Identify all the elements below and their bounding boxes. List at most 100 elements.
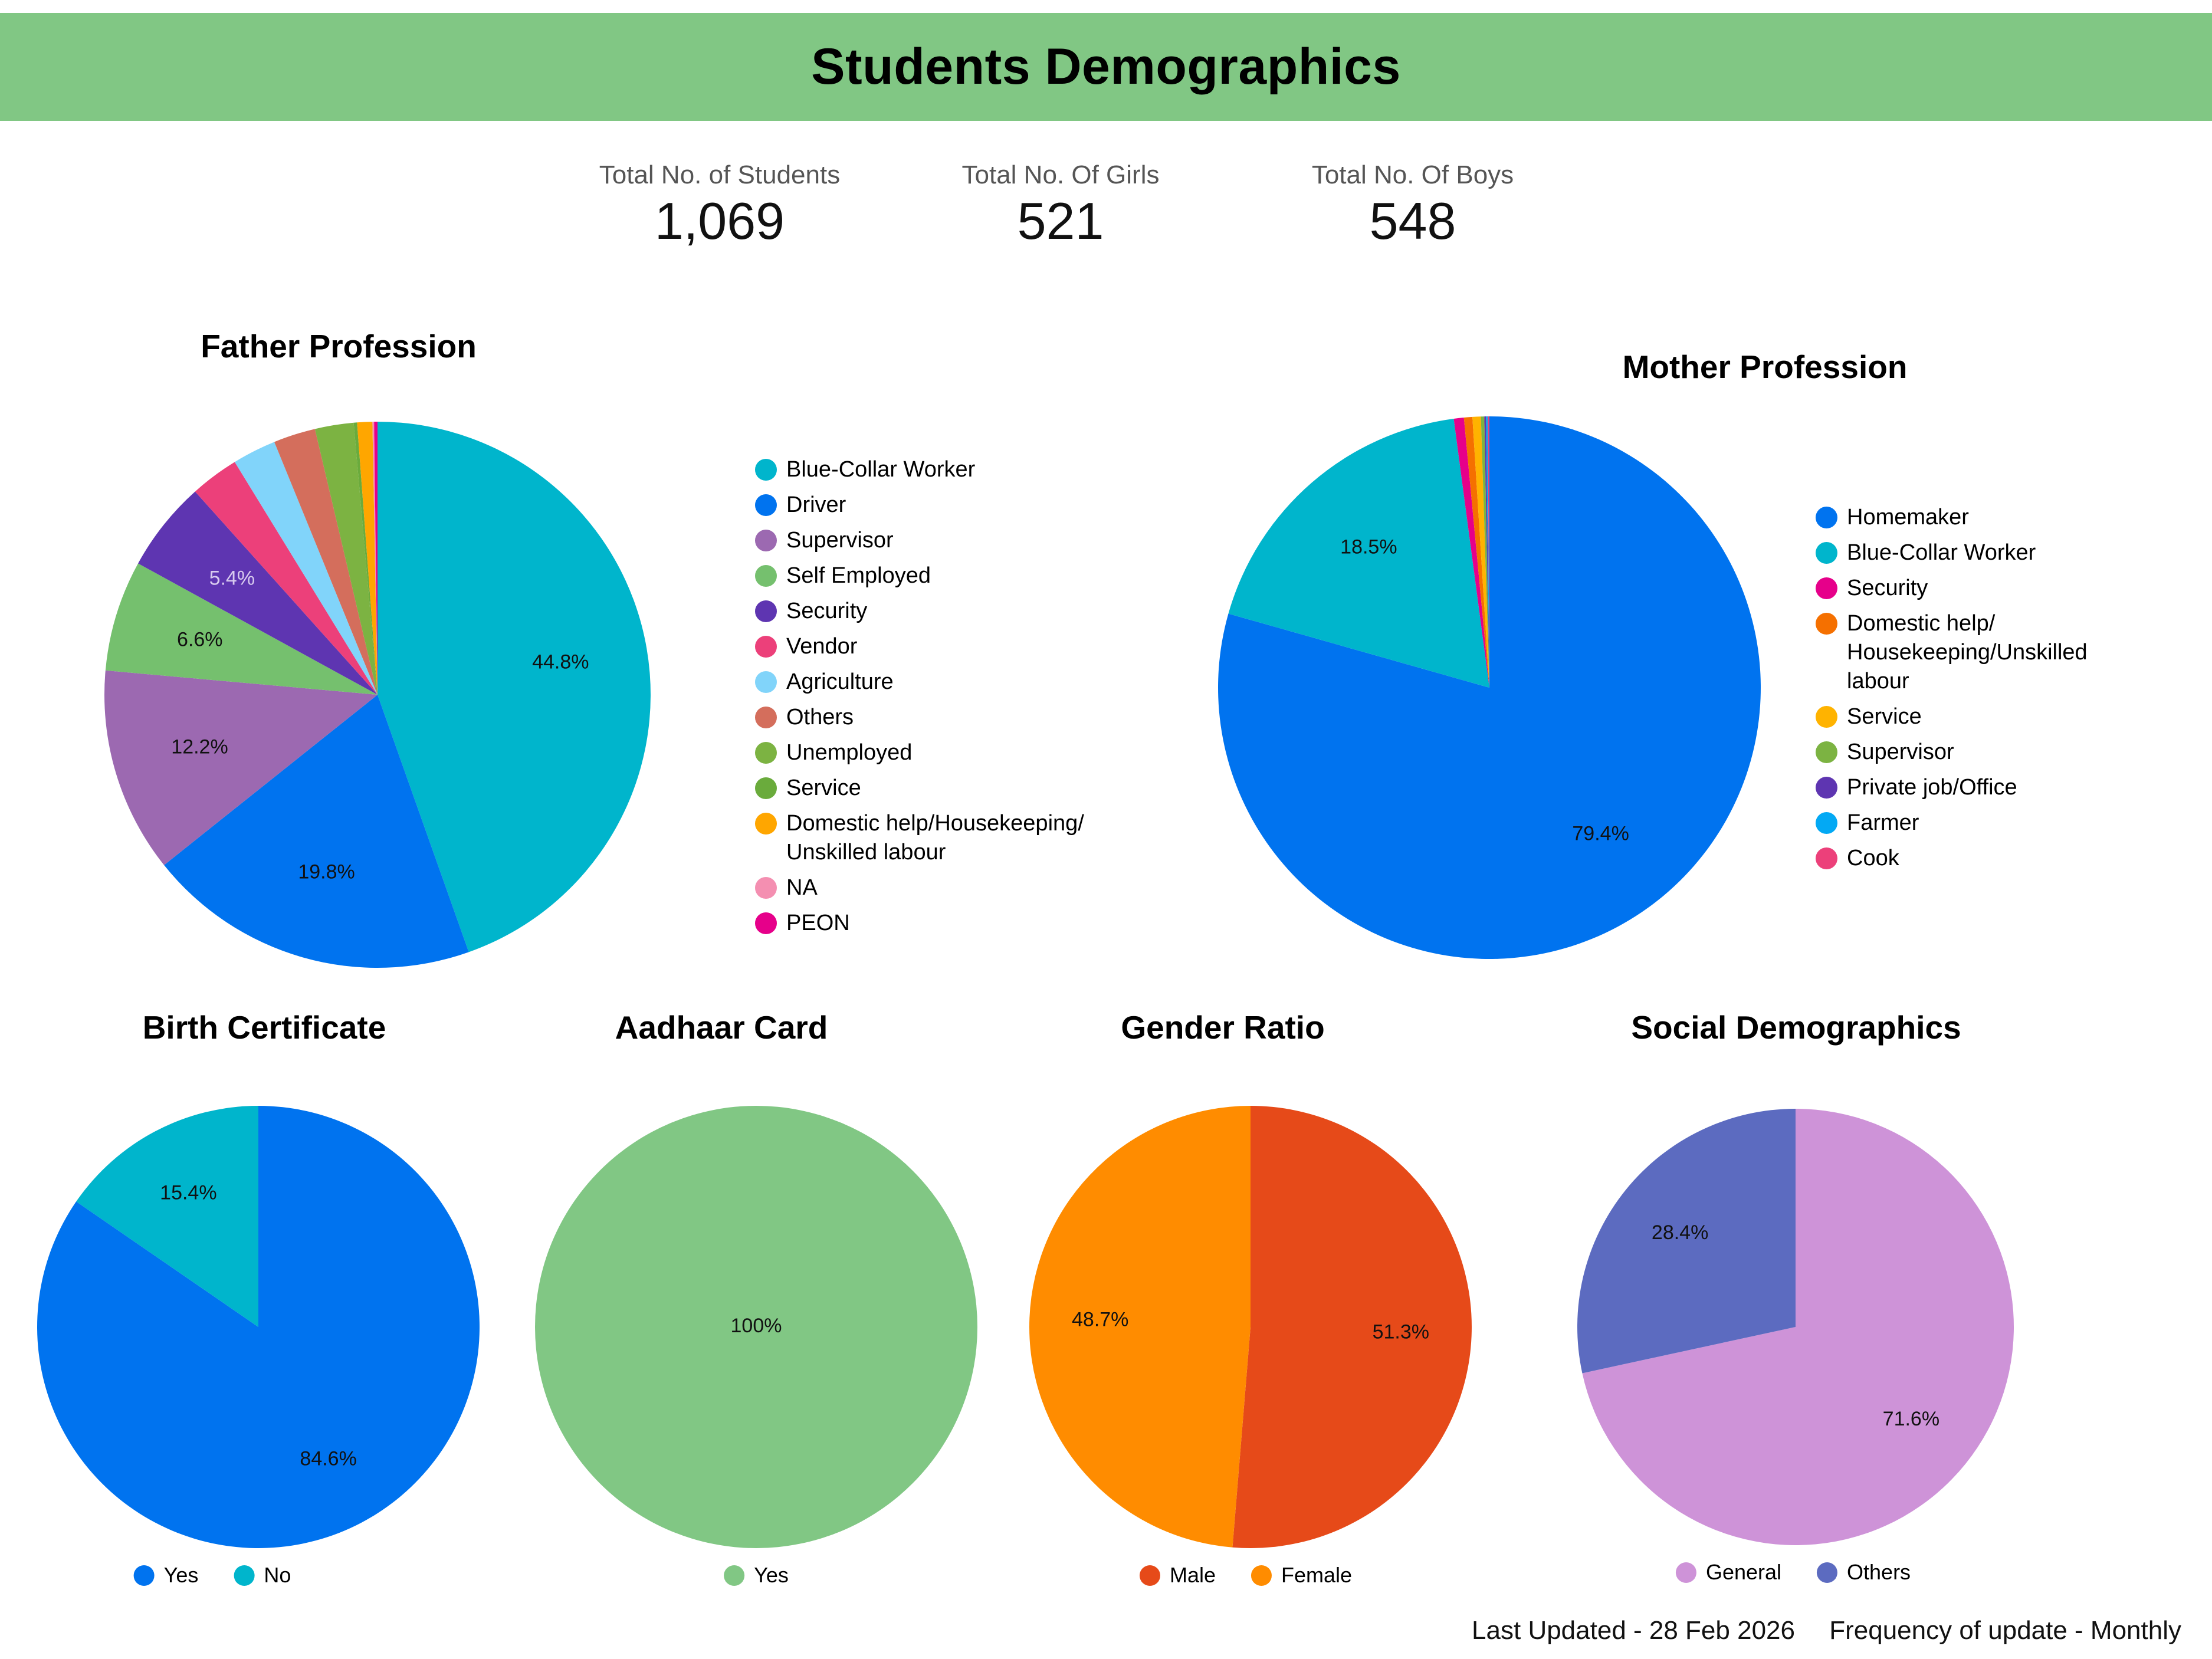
footer: Last Updated - 28 Feb 2026 Frequency of … xyxy=(1472,1616,2181,1645)
pie-slice-private-job-office[interactable] xyxy=(1484,416,1489,688)
header-banner: Students Demographics xyxy=(0,13,2212,121)
legend-item-domestic-help-housekeeping-unskilled-labour[interactable]: Domestic help/Housekeeping/ Unskilled la… xyxy=(755,809,1133,867)
legend-swatch xyxy=(1139,1565,1160,1586)
legend-item-self-employed[interactable]: Self Employed xyxy=(755,561,1133,590)
legend-swatch xyxy=(755,777,777,799)
birth-certificate-legend: Yes No xyxy=(116,1563,309,1588)
legend-item-security[interactable]: Security xyxy=(1816,574,2122,603)
legend-item-peon[interactable]: PEON xyxy=(755,909,1133,938)
kpi-total-students: Total No. of Students 1,069 xyxy=(543,160,897,251)
pie-slice-others[interactable] xyxy=(274,429,378,695)
legend-item-security[interactable]: Security xyxy=(755,597,1133,626)
legend-item-vendor[interactable]: Vendor xyxy=(755,632,1133,661)
pie-slice-agriculture[interactable] xyxy=(234,442,378,695)
legend-item-others[interactable]: Others xyxy=(755,703,1133,732)
pie-data-label: 5.4% xyxy=(209,567,255,589)
pie-slice-farmer[interactable] xyxy=(1486,416,1489,688)
kpi-value: 548 xyxy=(1369,192,1456,250)
pie-slice-unemployed[interactable] xyxy=(314,422,378,695)
pie-slice-na[interactable] xyxy=(372,422,378,695)
pie-data-label: 100% xyxy=(731,1315,782,1337)
legend-label: Male xyxy=(1169,1563,1216,1587)
legend-label: Yes xyxy=(754,1563,789,1587)
legend-swatch xyxy=(755,813,777,835)
legend-swatch xyxy=(724,1565,745,1586)
pie-slice-no[interactable] xyxy=(76,1106,258,1327)
legend-item-female[interactable]: Female xyxy=(1251,1563,1352,1588)
legend-label: Domestic help/ Housekeeping/Unskilled la… xyxy=(1847,611,2088,694)
pie-slice-blue-collar-worker[interactable] xyxy=(378,422,651,952)
pie-slice-domestic-help-housekeeping-unskilled-labour[interactable] xyxy=(357,422,378,695)
legend-item-no[interactable]: No xyxy=(234,1563,291,1588)
legend-label: Supervisor xyxy=(786,528,894,553)
pie-slice-male[interactable] xyxy=(1232,1106,1472,1548)
legend-swatch xyxy=(755,459,777,481)
legend-swatch xyxy=(755,494,777,516)
pie-slice-general[interactable] xyxy=(1582,1109,2014,1546)
pie-slice-cook[interactable] xyxy=(1488,416,1489,688)
pie-slice-security[interactable] xyxy=(1453,418,1489,688)
legend-label: Others xyxy=(786,705,854,730)
legend-item-male[interactable]: Male xyxy=(1139,1563,1216,1588)
legend-label: Security xyxy=(786,599,868,623)
pie-slice-yes[interactable] xyxy=(37,1106,480,1548)
pie-slice-supervisor[interactable] xyxy=(104,670,378,865)
pie-slice-others[interactable] xyxy=(1577,1109,1796,1374)
pie-data-label: 51.3% xyxy=(1373,1320,1429,1343)
pie-slice-domestic-help-housekeeping-unskilled-labour[interactable] xyxy=(1463,416,1489,688)
legend-swatch xyxy=(1817,1562,1838,1583)
pie-slice-security[interactable] xyxy=(138,491,378,695)
legend-swatch xyxy=(755,742,777,764)
kpi-total-boys: Total No. Of Boys 548 xyxy=(1236,160,1590,251)
pie-slice-self-employed[interactable] xyxy=(105,563,378,695)
pie-slice-homemaker[interactable] xyxy=(1217,416,1761,960)
legend-item-private-job-office[interactable]: Private job/Office xyxy=(1816,773,2122,802)
legend-item-na[interactable]: NA xyxy=(755,873,1133,902)
pie-slice-vendor[interactable] xyxy=(195,462,378,695)
legend-item-supervisor[interactable]: Supervisor xyxy=(755,526,1133,555)
aadhaar-card-title: Aadhaar Card xyxy=(615,1009,828,1046)
pie-data-label: 71.6% xyxy=(1883,1408,1939,1430)
legend-item-blue-collar-worker[interactable]: Blue-Collar Worker xyxy=(755,455,1133,484)
pie-slice-blue-collar-worker[interactable] xyxy=(1228,418,1489,688)
legend-item-others[interactable]: Others xyxy=(1817,1560,1911,1585)
legend-label: Service xyxy=(1847,704,1922,729)
pie-slice-supervisor[interactable] xyxy=(1481,416,1489,688)
page-title: Students Demographics xyxy=(811,38,1401,95)
legend-item-yes[interactable]: Yes xyxy=(724,1563,789,1588)
legend-item-supervisor[interactable]: Supervisor xyxy=(1816,738,2122,767)
father-profession-title: Father Profession xyxy=(201,328,477,364)
legend-item-unemployed[interactable]: Unemployed xyxy=(755,738,1133,767)
legend-label: General xyxy=(1705,1560,1782,1584)
legend-label: Domestic help/Housekeeping/ Unskilled la… xyxy=(786,811,1084,865)
legend-item-service[interactable]: Service xyxy=(1816,702,2122,731)
legend-item-farmer[interactable]: Farmer xyxy=(1816,809,2122,837)
pie-slice-service[interactable] xyxy=(353,422,378,695)
pie-slice-service[interactable] xyxy=(1472,416,1489,688)
legend-item-yes[interactable]: Yes xyxy=(133,1563,198,1588)
legend-item-domestic-help-housekeeping-unskilled-labour[interactable]: Domestic help/ Housekeeping/Unskilled la… xyxy=(1816,609,2122,696)
update-frequency-text: Frequency of update - Monthly xyxy=(1829,1616,2181,1645)
legend-item-agriculture[interactable]: Agriculture xyxy=(755,668,1133,697)
legend-item-driver[interactable]: Driver xyxy=(755,491,1133,520)
legend-item-general[interactable]: General xyxy=(1675,1560,1782,1585)
pie-slice-yes[interactable] xyxy=(535,1106,977,1548)
legend-swatch xyxy=(1816,847,1837,869)
legend-item-cook[interactable]: Cook xyxy=(1816,844,2122,873)
last-updated-text: Last Updated - 28 Feb 2026 xyxy=(1472,1616,1795,1645)
legend-swatch xyxy=(1816,812,1837,834)
legend-swatch xyxy=(755,707,777,728)
pie-slice-peon[interactable] xyxy=(374,422,378,695)
legend-item-homemaker[interactable]: Homemaker xyxy=(1816,503,2122,532)
pie-data-label: 28.4% xyxy=(1652,1221,1708,1244)
pie-slice-female[interactable] xyxy=(1029,1106,1251,1548)
legend-label: Unemployed xyxy=(786,740,913,765)
legend-label: Agriculture xyxy=(786,669,894,694)
legend-item-service[interactable]: Service xyxy=(755,774,1133,803)
pie-slice-driver[interactable] xyxy=(164,695,469,968)
legend-item-blue-collar-worker[interactable]: Blue-Collar Worker xyxy=(1816,538,2122,567)
